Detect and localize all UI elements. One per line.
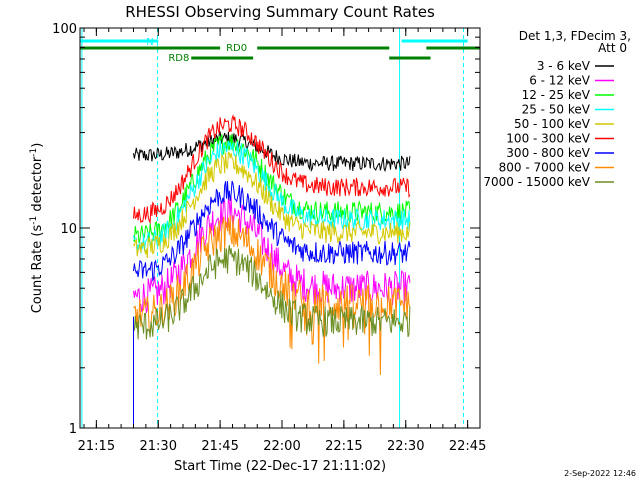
y-axis-label-sup2: -1 bbox=[29, 148, 39, 157]
flag-n-label: N bbox=[146, 37, 153, 48]
plot-frame bbox=[79, 27, 481, 429]
x-tick-label-3: 22:00 bbox=[263, 439, 300, 454]
legend-label-2: 6 - 12 keV bbox=[529, 74, 591, 88]
legend-label-1: 3 - 6 keV bbox=[537, 59, 591, 73]
legend-label-8: 800 - 7000 keV bbox=[499, 161, 591, 175]
axes: 1 10 100 21:15 21:30 21:45 22:00 22:15 22:30 22:4… bbox=[52, 22, 486, 454]
flag-rd8-label: RD8 bbox=[168, 53, 189, 64]
series-line-4 bbox=[133, 140, 411, 255]
series-line-9 bbox=[133, 244, 411, 340]
legend-label-4: 25 - 50 keV bbox=[522, 103, 591, 117]
y-tick-label-0: 1 bbox=[69, 422, 77, 437]
series-line-7 bbox=[133, 180, 411, 283]
legend-label-6: 100 - 300 keV bbox=[506, 132, 590, 146]
x-tick-label-6: 22:45 bbox=[449, 439, 486, 454]
x-tick-label-2: 21:45 bbox=[201, 439, 238, 454]
legend-label-5: 50 - 100 keV bbox=[514, 117, 591, 131]
legend-header-line-2: Att 0 bbox=[598, 41, 627, 55]
footer-timestamp: 2-Sep-2022 12:46 bbox=[564, 469, 636, 478]
y-axis-label-end: ) bbox=[30, 143, 45, 148]
y-tick-label-1: 10 bbox=[60, 222, 77, 237]
y-axis-label-rest: detector bbox=[30, 156, 45, 216]
series-line-5 bbox=[133, 151, 411, 259]
legend-label-9: 7000 - 15000 keV bbox=[483, 175, 590, 189]
series-line-6 bbox=[133, 114, 411, 225]
x-tick-label-4: 22:15 bbox=[325, 439, 362, 454]
series-line-1 bbox=[133, 131, 411, 173]
y-axis-label: Count Rate (s-1 detector-1) bbox=[29, 143, 45, 314]
y-axis-label-sup: -1 bbox=[29, 216, 39, 225]
legend-label-3: 12 - 25 keV bbox=[522, 88, 591, 102]
y-axis-label-main: Count Rate (s bbox=[30, 225, 45, 314]
x-axis-label: Start Time (22-Dec-17 21:11:02) bbox=[174, 459, 386, 474]
flag-bars: N RD0 RD8 bbox=[80, 37, 480, 64]
flag-rd0-label: RD0 bbox=[226, 43, 247, 54]
x-tick-label-5: 22:30 bbox=[387, 439, 424, 454]
plot-area bbox=[81, 28, 464, 428]
chart-title: RHESSI Observing Summary Count Rates bbox=[125, 3, 435, 21]
x-tick-label-1: 21:30 bbox=[140, 439, 177, 454]
legend-label-7: 300 - 800 keV bbox=[506, 146, 590, 160]
series-line-3 bbox=[133, 134, 411, 244]
x-tick-label-0: 21:15 bbox=[78, 439, 115, 454]
series-line-8 bbox=[133, 215, 411, 376]
legend-header-line-1: Det 1,3, FDecim 3, bbox=[519, 29, 631, 43]
y-tick-label-2: 100 bbox=[52, 22, 77, 37]
